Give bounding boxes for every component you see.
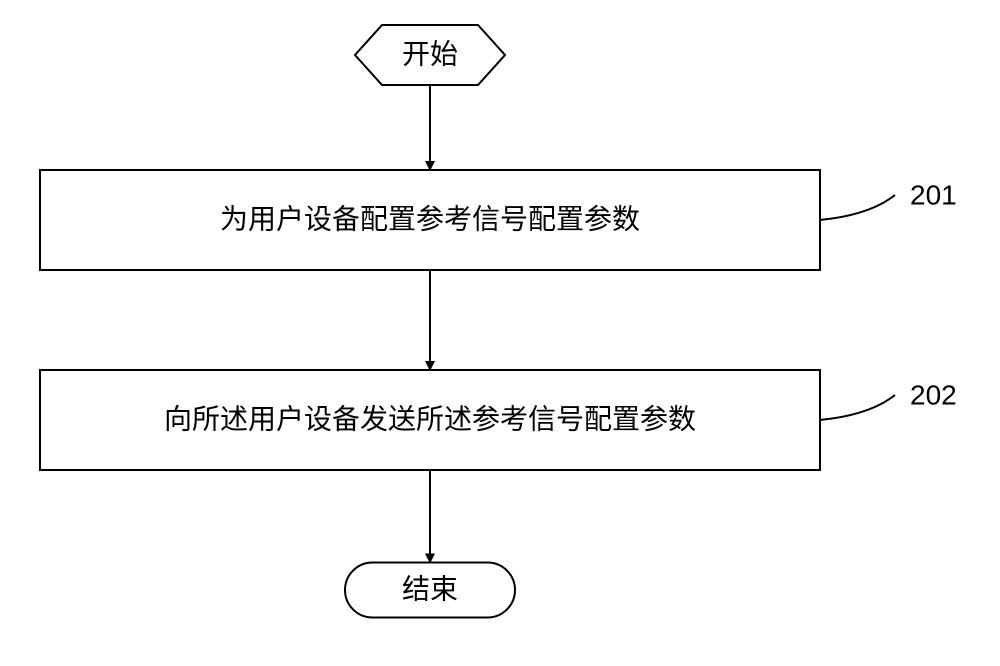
end-label: 结束 [402, 574, 458, 606]
step2-ref-leader [820, 395, 895, 420]
start-label: 开始 [402, 39, 458, 71]
step2-ref-label: 202 [910, 380, 957, 411]
start: 开始 [355, 25, 505, 85]
step2: 向所述用户设备发送所述参考信号配置参数 202 [40, 370, 957, 470]
step1-ref-leader [820, 195, 895, 220]
step2-label: 向所述用户设备发送所述参考信号配置参数 [164, 404, 696, 436]
step1-ref-label: 201 [910, 180, 957, 211]
end: 结束 [345, 563, 515, 618]
step1-label: 为用户设备配置参考信号配置参数 [220, 204, 640, 236]
step1: 为用户设备配置参考信号配置参数 201 [40, 170, 957, 270]
